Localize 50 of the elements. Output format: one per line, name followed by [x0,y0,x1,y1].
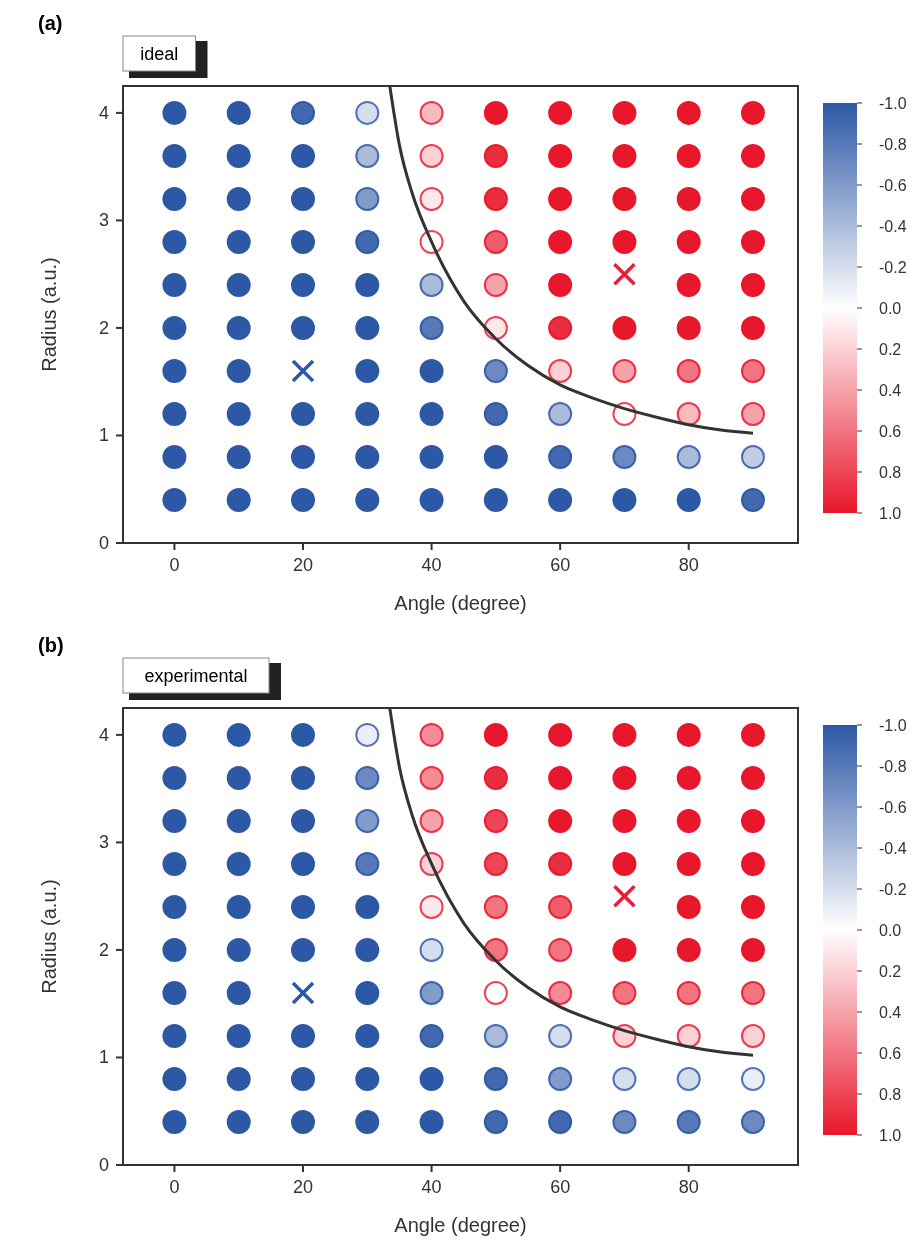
color-bar-label: 0.0 [879,922,902,939]
color-bar-label: -0.6 [879,799,907,816]
color-bar-label: -0.2 [879,881,907,898]
color-bar-label: 0.8 [879,464,902,481]
color-bar-label: 0.6 [879,423,902,440]
y-tick-label: 3 [98,832,109,853]
color-bar-label: 0.0 [879,300,902,317]
color-bar-label: 0.6 [879,1045,902,1062]
color-bar-label: -0.2 [879,259,907,276]
y-tick-label: 1 [98,1047,109,1068]
x-tick-label: 0 [169,555,180,575]
color-bar-label: 0.8 [879,1086,902,1103]
y-tick-label: 0 [98,533,109,553]
color-bar-label: 1.0 [879,1127,902,1144]
chart-subtitle: experimental [144,666,248,686]
x-tick-label: 60 [550,1177,571,1197]
x-tick-label: 40 [421,1177,442,1197]
color-bar-label: -1.0 [879,95,907,112]
y-tick-label: 2 [98,939,109,960]
color-bar-label: -1.0 [879,717,907,734]
y-tick-label: 4 [98,102,109,123]
color-bar-label: 0.2 [879,963,902,980]
color-bar-label: -0.4 [879,218,907,235]
x-axis-title: Angle (degree) [394,1214,527,1236]
x-tick-label: 20 [292,555,314,575]
y-tick-label: 3 [98,210,109,231]
x-tick-label: 20 [292,1177,314,1197]
color-bar-label: 0.4 [879,1004,902,1021]
y-axis-title: Radius (a.u.) [38,257,60,372]
x-axis-title: Angle (degree) [394,592,527,614]
y-tick-label: 1 [98,425,109,446]
x-tick-label: 60 [550,555,571,575]
x-tick-label: 0 [169,1177,180,1197]
chart-subtitle: ideal [140,44,179,64]
color-bar-label: -0.4 [879,840,907,857]
y-tick-label: 4 [98,724,109,745]
color-bar-label: 0.2 [879,341,902,358]
x-tick-label: 40 [421,555,442,575]
chart-title: (b) [38,634,64,656]
color-bar-label: -0.6 [879,177,907,194]
color-bar-label: -0.8 [879,758,907,775]
y-axis-title: Radius (a.u.) [38,879,60,994]
color-bar-label: 1.0 [879,505,902,522]
color-bar-label: 0.4 [879,382,902,399]
x-tick-label: 80 [678,555,699,575]
color-bar-label: -0.8 [879,136,907,153]
y-tick-label: 2 [98,317,109,338]
y-tick-label: 0 [98,1155,109,1175]
chart-title: (a) [38,12,63,34]
x-tick-label: 80 [678,1177,699,1197]
